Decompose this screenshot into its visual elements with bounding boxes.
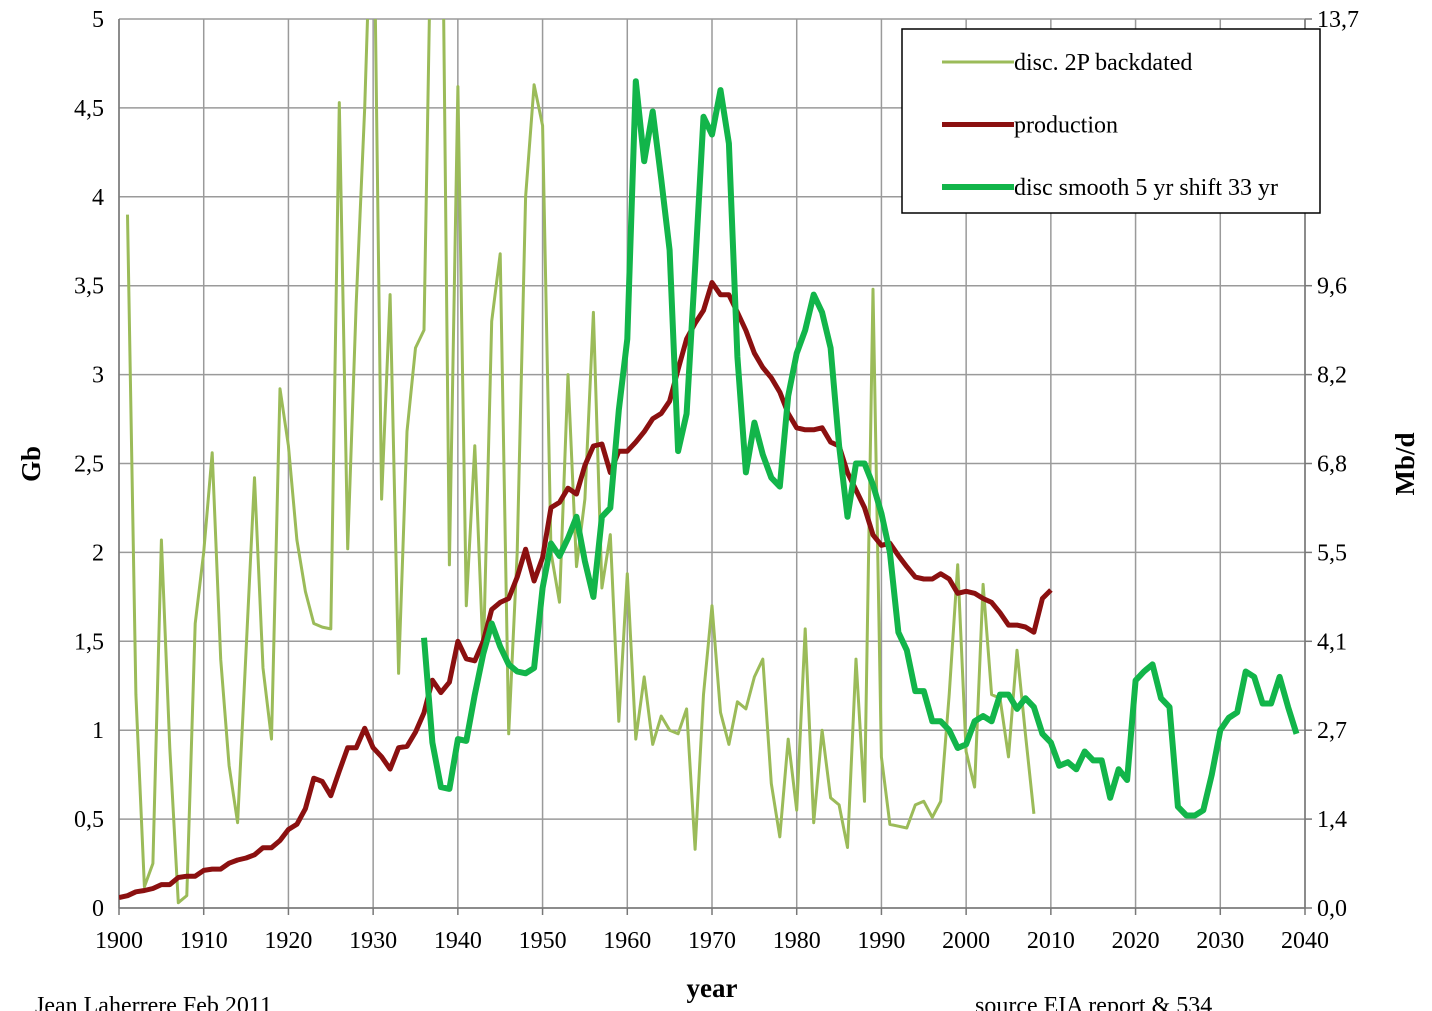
data-line [421, 78, 1300, 819]
y2-tick-label: 13,7 [1317, 7, 1359, 33]
author-note: Jean Laherrere Feb 2011 [35, 993, 272, 1011]
y-tick-label: 5 [92, 7, 104, 33]
y-tick-label: 3,5 [74, 274, 104, 300]
y-tick-label: 0,5 [74, 807, 104, 833]
x-tick-label: 1940 [434, 928, 482, 954]
x-tick-label: 1990 [857, 928, 905, 954]
x-tick-label: 1910 [180, 928, 228, 954]
y2-tick-label: 9,6 [1317, 274, 1347, 300]
data-line [119, 280, 1053, 901]
y-tick-label: 4 [92, 185, 104, 211]
source-note: source EIA report & 534 [975, 993, 1212, 1011]
y2-tick-label: 4,1 [1317, 629, 1347, 655]
y2-tick-label: 1,4 [1317, 807, 1347, 833]
legend-box [901, 28, 1321, 214]
x-tick-label: 2040 [1281, 928, 1329, 954]
x-tick-label: 2030 [1196, 928, 1244, 954]
y2-tick-label: 6,8 [1317, 452, 1347, 478]
y2-axis-label: Mb/d [1390, 432, 1420, 495]
y-tick-label: 1 [92, 718, 104, 744]
legend-label: disc smooth 5 yr shift 33 yr [1014, 175, 1278, 201]
x-tick-label: 1970 [688, 928, 736, 954]
x-tick-label: 1950 [519, 928, 567, 954]
x-tick-label: 1930 [349, 928, 397, 954]
x-tick-label: 1920 [264, 928, 312, 954]
y-axis-label: Gb [16, 446, 46, 482]
legend-label: production [1014, 113, 1118, 139]
y-tick-label: 2 [92, 540, 104, 566]
x-tick-label: 2010 [1027, 928, 1075, 954]
x-tick-label: 1980 [773, 928, 821, 954]
y2-tick-label: 5,5 [1317, 540, 1347, 566]
y2-tick-label: 8,2 [1317, 363, 1347, 389]
x-tick-label: 1900 [95, 928, 143, 954]
x-tick-label: 1960 [603, 928, 651, 954]
x-tick-label: 2000 [942, 928, 990, 954]
y-tick-label: 2,5 [74, 452, 104, 478]
y-tick-label: 3 [92, 363, 104, 389]
y-tick-label: 4,5 [74, 96, 104, 122]
x-axis-label: year [687, 973, 738, 1003]
y2-tick-label: 0,0 [1317, 896, 1347, 922]
y2-tick-label: 2,7 [1317, 718, 1347, 744]
y-tick-label: 0 [92, 896, 104, 922]
y-tick-label: 1,5 [74, 629, 104, 655]
x-tick-label: 2020 [1112, 928, 1160, 954]
data-line [126, 19, 1036, 905]
legend-label: disc. 2P backdated [1014, 50, 1192, 76]
